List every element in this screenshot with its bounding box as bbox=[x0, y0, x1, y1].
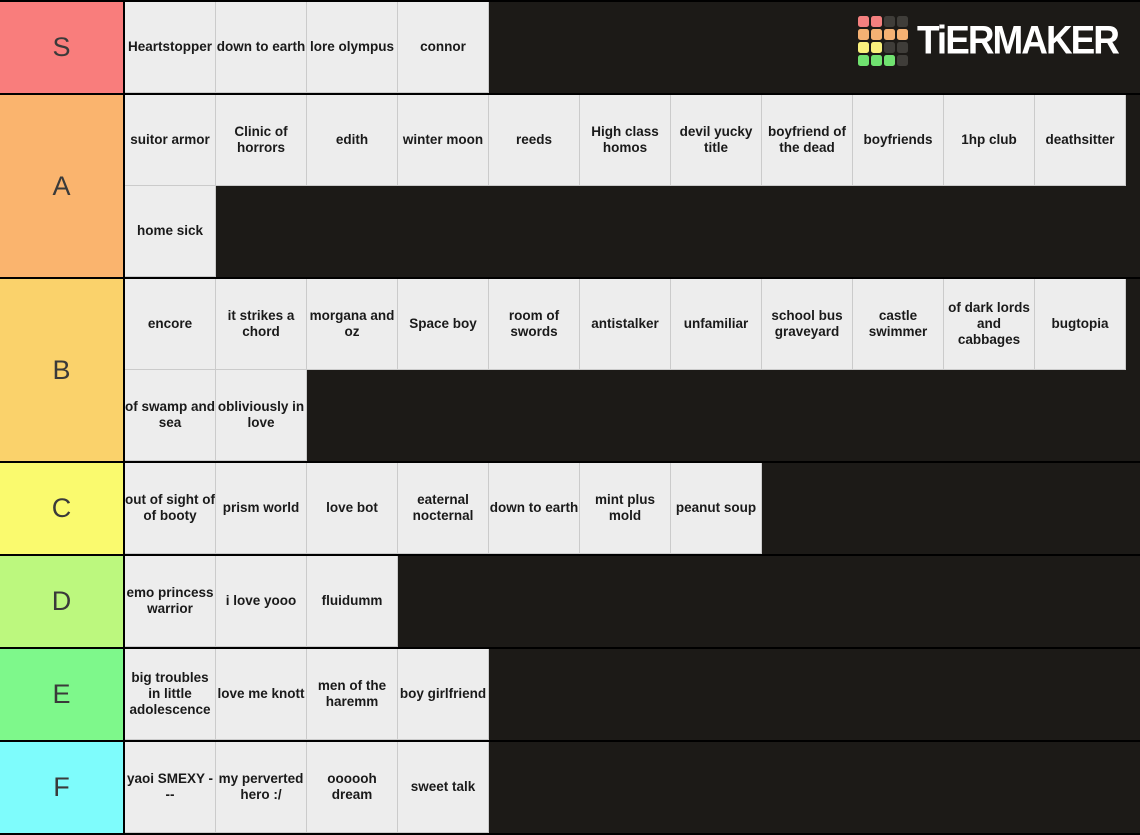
tier-item[interactable]: love bot bbox=[307, 463, 398, 554]
tier-item[interactable]: yaoi SMEXY --- bbox=[125, 742, 216, 833]
logo-grid-cell bbox=[870, 42, 882, 53]
tier-item[interactable]: Clinic of horrors bbox=[216, 95, 307, 186]
tier-label-a: A bbox=[0, 95, 125, 277]
tier-item[interactable]: prism world bbox=[216, 463, 307, 554]
tier-item[interactable]: sweet talk bbox=[398, 742, 489, 833]
tier-item[interactable]: down to earth bbox=[489, 463, 580, 554]
tier-item[interactable]: mint plus mold bbox=[580, 463, 671, 554]
tier-item[interactable]: Heartstopper bbox=[125, 2, 216, 93]
tier-item[interactable]: peanut soup bbox=[671, 463, 762, 554]
tier-item[interactable]: home sick bbox=[125, 186, 216, 277]
logo-grid-cell bbox=[857, 42, 869, 53]
tier-item[interactable]: Space boy bbox=[398, 279, 489, 370]
logo-grid-cell bbox=[883, 16, 895, 27]
tier-item[interactable]: morgana and oz bbox=[307, 279, 398, 370]
tier-items-d: emo princess warrior i love yooo fluidumm bbox=[125, 556, 1140, 647]
tier-item[interactable]: castle swimmer bbox=[853, 279, 944, 370]
tier-item[interactable]: devil yucky title bbox=[671, 95, 762, 186]
tier-item[interactable]: men of the haremm bbox=[307, 649, 398, 740]
tier-item[interactable]: it strikes a chord bbox=[216, 279, 307, 370]
logo-grid-cell bbox=[883, 42, 895, 53]
tiermaker-logo: TiERMAKER bbox=[857, 16, 1124, 66]
tier-item[interactable]: unfamiliar bbox=[671, 279, 762, 370]
tier-item[interactable]: school bus graveyard bbox=[762, 279, 853, 370]
tier-item[interactable]: High class homos bbox=[580, 95, 671, 186]
tier-item[interactable]: obliviously in love bbox=[216, 370, 307, 461]
tier-item[interactable]: encore bbox=[125, 279, 216, 370]
tier-item[interactable]: of swamp and sea bbox=[125, 370, 216, 461]
tier-item[interactable]: my perverted hero :/ bbox=[216, 742, 307, 833]
tier-item[interactable]: reeds bbox=[489, 95, 580, 186]
logo-grid-cell bbox=[896, 29, 908, 40]
tier-items-b: encore it strikes a chord morgana and oz Sp… bbox=[125, 279, 1140, 461]
tier-item[interactable]: bugtopia bbox=[1035, 279, 1126, 370]
tier-item[interactable]: oooooh dream bbox=[307, 742, 398, 833]
logo-grid-cell bbox=[857, 16, 869, 27]
tier-item[interactable]: out of sight of of booty bbox=[125, 463, 216, 554]
logo-grid-cell bbox=[870, 55, 882, 66]
tier-item[interactable]: edith bbox=[307, 95, 398, 186]
logo-grid-cell bbox=[870, 29, 882, 40]
tier-item[interactable]: suitor armor bbox=[125, 95, 216, 186]
tier-item[interactable]: antistalker bbox=[580, 279, 671, 370]
logo-grid-cell bbox=[896, 42, 908, 53]
tier-item[interactable]: i love yooo bbox=[216, 556, 307, 647]
tier-item[interactable]: boyfriends bbox=[853, 95, 944, 186]
tier-item[interactable]: eaternal nocternal bbox=[398, 463, 489, 554]
logo-grid-cell bbox=[883, 29, 895, 40]
tier-item[interactable]: winter moon bbox=[398, 95, 489, 186]
tier-label-d: D bbox=[0, 556, 125, 647]
tier-item[interactable]: boyfriend of the dead bbox=[762, 95, 853, 186]
tier-item[interactable]: deathsitter bbox=[1035, 95, 1126, 186]
tier-item[interactable]: 1hp club bbox=[944, 95, 1035, 186]
logo-grid-cell bbox=[870, 16, 882, 27]
tier-items-a: suitor armor Clinic of horrors edith winter… bbox=[125, 95, 1140, 277]
tier-item[interactable]: lore olympus bbox=[307, 2, 398, 93]
tier-item[interactable]: of dark lords and cabbages bbox=[944, 279, 1035, 370]
tier-item[interactable]: room of swords bbox=[489, 279, 580, 370]
tier-label-f: F bbox=[0, 742, 125, 833]
logo-grid-cell bbox=[896, 55, 908, 66]
tier-item[interactable]: boy girlfriend bbox=[398, 649, 489, 740]
tier-label-c: C bbox=[0, 463, 125, 554]
tier-item[interactable]: down to earth bbox=[216, 2, 307, 93]
logo-grid-cell bbox=[857, 29, 869, 40]
tier-items-c: out of sight of of booty prism world love … bbox=[125, 463, 1140, 554]
logo-grid-cell bbox=[857, 55, 869, 66]
tier-label-e: E bbox=[0, 649, 125, 740]
logo-grid-cell bbox=[883, 55, 895, 66]
tier-item[interactable]: emo princess warrior bbox=[125, 556, 216, 647]
tier-item[interactable]: connor bbox=[398, 2, 489, 93]
tiermaker-wordmark: TiERMAKER bbox=[916, 18, 1120, 63]
tier-row-s: S Heartstopper down to earth lore olympus co… bbox=[0, 2, 1140, 95]
tier-item[interactable]: love me knott bbox=[216, 649, 307, 740]
tier-item[interactable]: big troubles in little adolescence bbox=[125, 649, 216, 740]
tier-items-e: big troubles in little adolescence love m… bbox=[125, 649, 1140, 740]
tier-items-f: yaoi SMEXY --- my perverted hero :/oooooh… bbox=[125, 742, 1140, 833]
tier-item[interactable]: fluidumm bbox=[307, 556, 398, 647]
logo-grid-cell bbox=[896, 16, 908, 27]
tier-label-s: S bbox=[0, 2, 125, 93]
tiermaker-grid-icon bbox=[857, 16, 908, 66]
tier-items-s: Heartstopper down to earth lore olympus con… bbox=[125, 2, 1140, 93]
tier-label-b: B bbox=[0, 279, 125, 461]
